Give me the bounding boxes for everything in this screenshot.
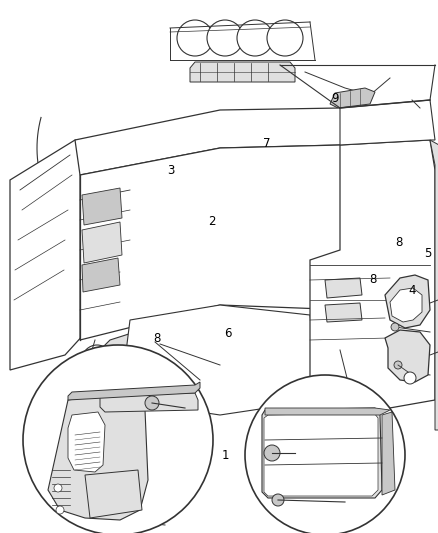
- Polygon shape: [95, 330, 159, 368]
- Polygon shape: [68, 382, 200, 400]
- Polygon shape: [82, 188, 122, 225]
- Polygon shape: [324, 303, 361, 322]
- Polygon shape: [263, 413, 377, 496]
- Polygon shape: [324, 278, 361, 298]
- Circle shape: [270, 208, 298, 236]
- Polygon shape: [381, 412, 394, 495]
- Polygon shape: [384, 330, 429, 382]
- Circle shape: [89, 352, 105, 368]
- Circle shape: [120, 175, 230, 285]
- Text: 3: 3: [166, 164, 174, 177]
- Polygon shape: [82, 258, 120, 292]
- Circle shape: [266, 20, 302, 56]
- Text: 1: 1: [221, 449, 229, 462]
- Text: 5: 5: [423, 247, 430, 260]
- Polygon shape: [75, 108, 429, 175]
- Polygon shape: [100, 393, 198, 412]
- Circle shape: [82, 345, 112, 375]
- Polygon shape: [120, 305, 319, 415]
- Circle shape: [103, 373, 113, 383]
- Text: 2: 2: [208, 215, 215, 228]
- Text: 8: 8: [394, 236, 402, 249]
- Text: 8: 8: [153, 332, 161, 345]
- Polygon shape: [429, 140, 438, 430]
- Text: 4: 4: [407, 284, 415, 297]
- Text: 8: 8: [368, 273, 375, 286]
- Polygon shape: [389, 288, 421, 322]
- Polygon shape: [80, 145, 429, 340]
- Circle shape: [145, 396, 159, 410]
- Polygon shape: [48, 395, 148, 520]
- Circle shape: [251, 211, 279, 239]
- Circle shape: [390, 323, 398, 331]
- Circle shape: [403, 372, 415, 384]
- Circle shape: [230, 206, 258, 234]
- Polygon shape: [261, 408, 381, 498]
- Circle shape: [177, 20, 212, 56]
- Polygon shape: [85, 470, 141, 518]
- Polygon shape: [339, 100, 434, 145]
- Circle shape: [155, 210, 194, 250]
- Circle shape: [272, 494, 283, 506]
- Circle shape: [56, 506, 64, 514]
- Polygon shape: [329, 88, 374, 108]
- Polygon shape: [384, 275, 429, 328]
- Text: 7: 7: [263, 138, 270, 150]
- Text: 6: 6: [223, 327, 231, 340]
- Circle shape: [237, 20, 272, 56]
- Circle shape: [207, 20, 243, 56]
- Polygon shape: [10, 140, 120, 370]
- Text: 9: 9: [331, 92, 338, 105]
- Circle shape: [393, 361, 401, 369]
- Polygon shape: [190, 62, 294, 82]
- Circle shape: [23, 345, 212, 533]
- Circle shape: [244, 375, 404, 533]
- Circle shape: [54, 484, 62, 492]
- Polygon shape: [265, 408, 389, 415]
- Polygon shape: [309, 140, 434, 415]
- Polygon shape: [68, 412, 105, 472]
- Circle shape: [263, 445, 279, 461]
- Polygon shape: [82, 222, 122, 263]
